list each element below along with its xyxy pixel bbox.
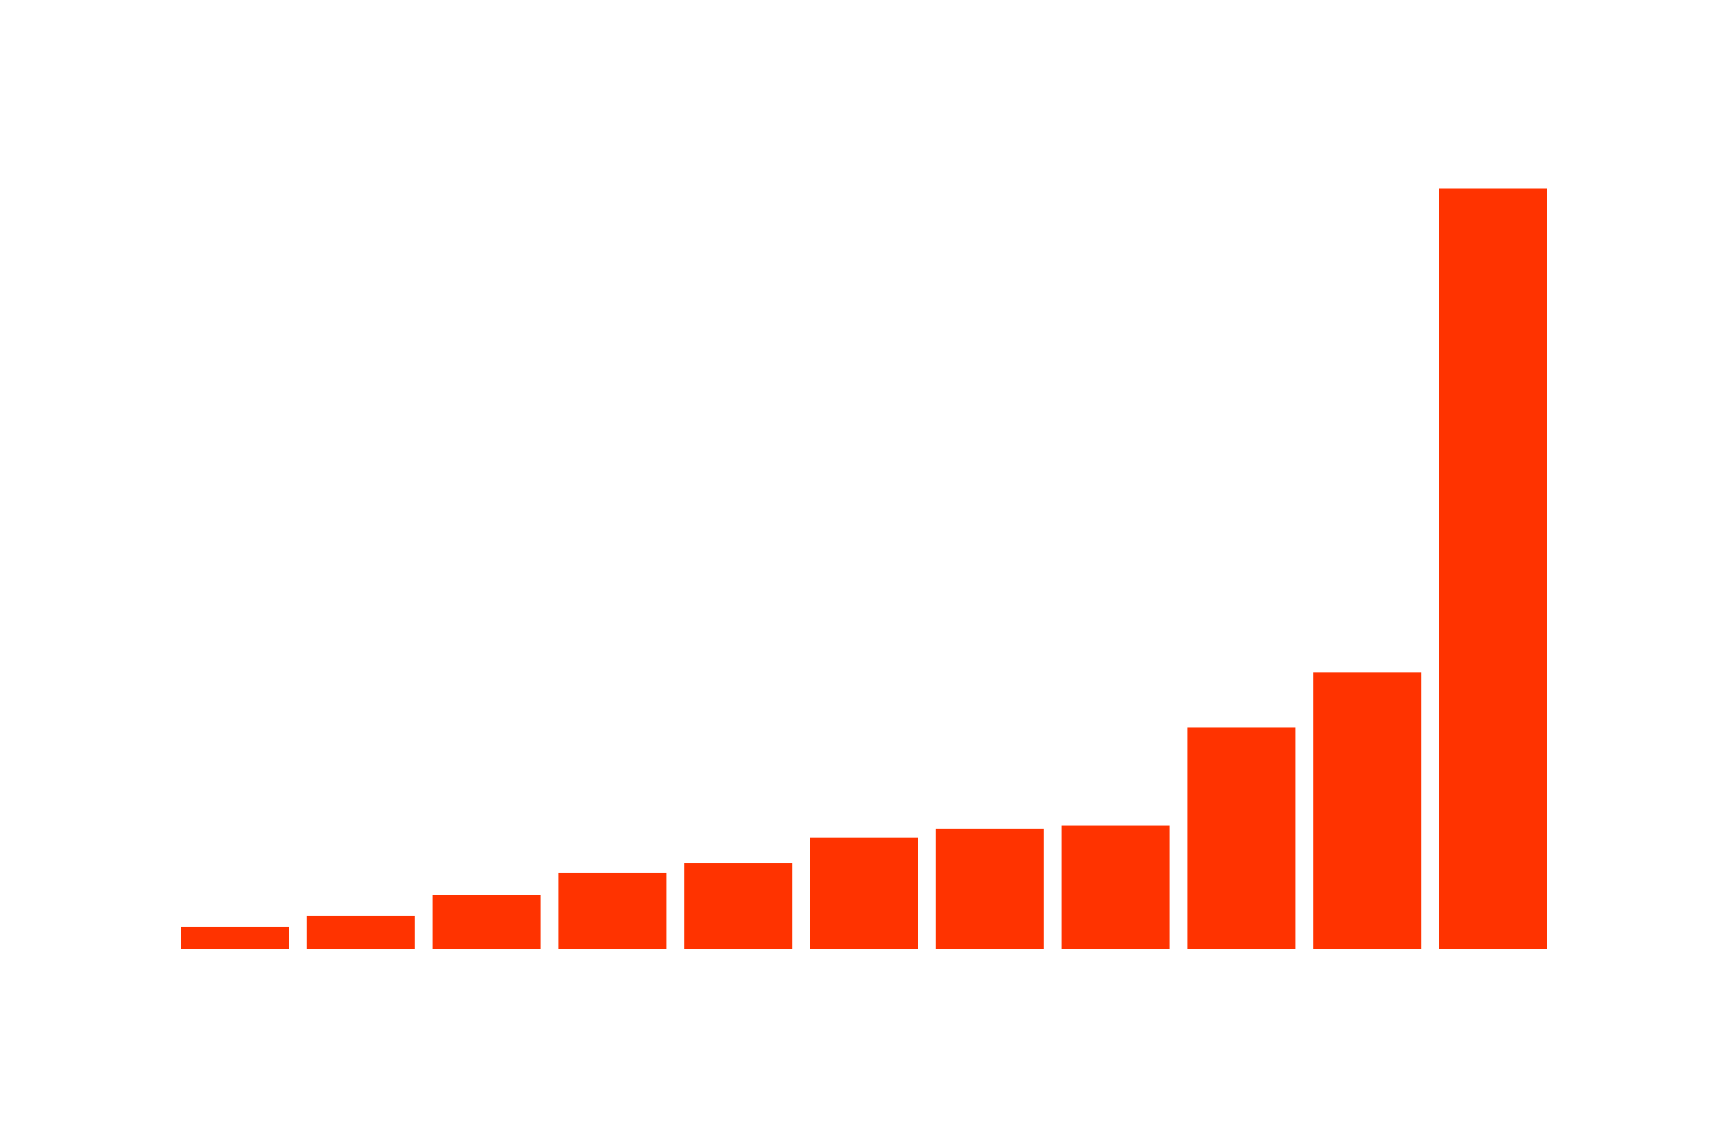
bar [935,828,1044,949]
bar [1187,727,1296,949]
bar [684,863,793,949]
bar [1061,825,1170,949]
bar [1439,188,1547,949]
bar [306,915,415,949]
bar [558,872,667,949]
bar [810,837,918,949]
bar [1313,672,1422,949]
bar [432,894,541,949]
bar [181,926,289,949]
